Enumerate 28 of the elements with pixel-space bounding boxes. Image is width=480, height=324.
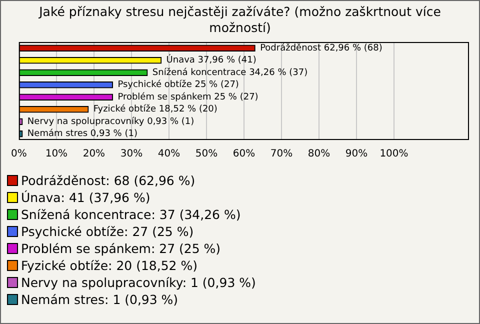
data-label: Fyzické obtíže 18,52 % (20) [93, 104, 218, 115]
legend-label: Nervy na spolupracovníky: 1 (0,93 %) [21, 274, 256, 291]
legend-label: Fyzické obtíže: 20 (18,52 %) [21, 257, 198, 274]
legend-label: Únava: 41 (37,96 %) [21, 189, 150, 206]
legend-label: Snížená koncentrace: 37 (34,26 %) [21, 206, 241, 223]
legend-label: Podrážděnost: 68 (62,96 %) [21, 172, 196, 189]
data-label: Problém se spánkem 25 % (27) [118, 91, 258, 102]
x-tick-label: 50% [195, 148, 218, 160]
x-tick-label: 80% [308, 148, 330, 160]
data-label: Nemám stres 0,93 % (1) [27, 128, 138, 140]
x-tick-label: 40% [158, 148, 180, 160]
x-tick-label: 60% [232, 148, 256, 160]
chart-title: Jaké příznaky stresu nejčastěji zažíváte? (možno zaškrtnout více možností) [38, 3, 442, 37]
x-tick-label: 70% [270, 148, 293, 160]
data-label: Únava 37,96 % (41) [166, 54, 256, 66]
legend-label: Problém se spánkem: 27 (25 %) [21, 240, 221, 257]
legend-label: Nemám stres: 1 (0,93 %) [21, 291, 178, 308]
x-tick-label: 10% [45, 148, 68, 160]
x-tick-label: 20% [82, 148, 106, 160]
x-tick-label: 90% [345, 148, 368, 160]
data-label: Podrážděnost 62,96 % (68) [260, 42, 382, 54]
data-label: Snížená koncentrace 34,26 % (37) [152, 66, 308, 78]
data-label: Nervy na spolupracovníky 0,93 % (1) [27, 116, 194, 127]
legend-label: Psychické obtíže: 27 (25 %) [21, 223, 194, 240]
data-label: Psychické obtíže 25 % (27) [118, 79, 239, 90]
x-tick-label: 0% [10, 148, 27, 160]
x-tick-label: 100% [380, 148, 408, 160]
x-tick-label: 30% [120, 148, 143, 160]
